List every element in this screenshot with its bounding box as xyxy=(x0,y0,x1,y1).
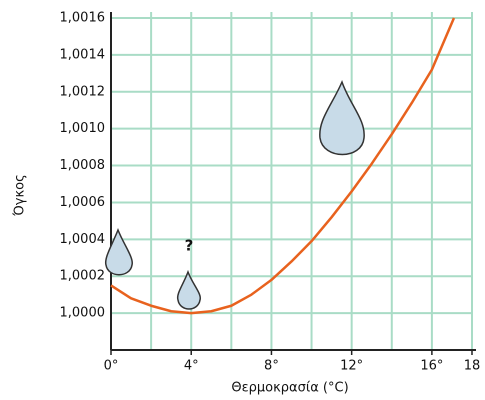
y-tick-label: 1,0004 xyxy=(60,232,106,247)
y-tick-label: 1,0010 xyxy=(60,121,106,136)
y-axis-label: Όγκος xyxy=(13,174,28,217)
plot-area: 1,0000 1,0002 1,0004 1,0006 1,0008 1,0010 1,00… xyxy=(60,11,481,374)
x-axis-label: Θερμοκρασία (°C) xyxy=(231,381,348,396)
droplet xyxy=(106,230,133,275)
x-tick-label: 8° xyxy=(264,359,279,374)
y-tick-label: 1,0006 xyxy=(60,195,106,210)
droplets: ? xyxy=(106,82,364,309)
x-tick-label: 0° xyxy=(104,359,119,374)
page: 1,0000 1,0002 1,0004 1,0006 1,0008 1,0010 1,00… xyxy=(0,0,485,400)
annotation: ? xyxy=(185,237,194,255)
y-tick-label: 1,0012 xyxy=(60,84,106,99)
x-tick-label: 12° xyxy=(340,359,363,374)
x-tick-label: 18 xyxy=(464,359,481,374)
droplet xyxy=(320,82,364,155)
x-tick-label: 4° xyxy=(184,359,199,374)
y-tick-label: 1,0014 xyxy=(60,47,106,62)
chart: 1,0000 1,0002 1,0004 1,0006 1,0008 1,0010 1,00… xyxy=(0,0,485,400)
y-tick-label: 1,0016 xyxy=(60,11,106,26)
droplet xyxy=(178,272,201,309)
x-tick-label: 16° xyxy=(420,359,443,374)
y-tick-label: 1,0008 xyxy=(60,158,106,173)
y-tick-label: 1,0000 xyxy=(60,306,106,321)
y-tick-label: 1,0002 xyxy=(60,269,106,284)
